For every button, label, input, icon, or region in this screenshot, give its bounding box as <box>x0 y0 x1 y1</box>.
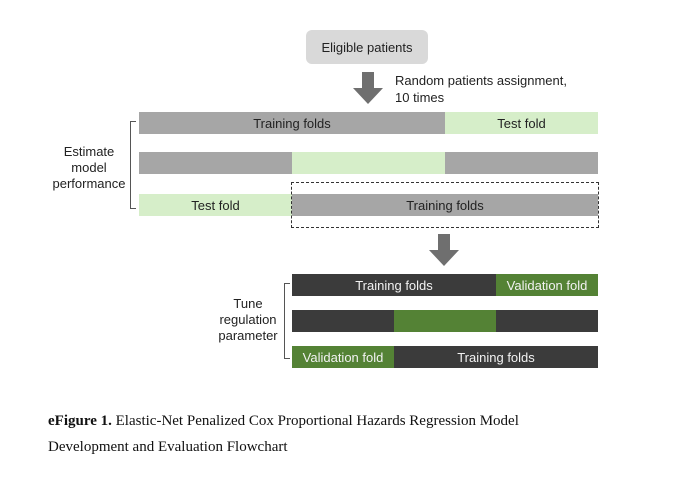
inner-row2-validation-fold <box>394 310 496 332</box>
outer-cv-label: Estimate model performance <box>44 144 134 192</box>
outer-cv-label-line2: model <box>71 160 107 175</box>
inner-cv-label: Tune regulation parameter <box>204 296 292 344</box>
training-folds-dashed-outline <box>291 182 599 228</box>
down-arrow-icon <box>353 72 383 104</box>
down-arrow-icon <box>429 234 459 266</box>
caption-line1: eFigure 1. Elastic-Net Penalized Cox Pro… <box>48 408 648 434</box>
assignment-note-line2: 10 times <box>395 90 445 105</box>
caption-text-line1: Elastic-Net Penalized Cox Proportional H… <box>115 413 519 429</box>
inner-cv-bracket <box>284 283 290 359</box>
outer-row3-training-label: Training folds <box>406 197 484 213</box>
outer-row2-training-right <box>445 152 598 174</box>
outer-row2-test-fold <box>292 152 445 174</box>
outer-row1-test-label: Test fold <box>497 115 546 131</box>
outer-row1-test-fold: Test fold <box>445 112 598 134</box>
outer-cv-bracket <box>130 121 136 209</box>
inner-row3-validation-label: Validation fold <box>302 349 384 365</box>
outer-row3-training-folds: Training folds <box>292 194 598 216</box>
inner-cv-label-line2: regulation <box>219 312 277 327</box>
inner-row1-training-folds: Training folds <box>292 274 496 296</box>
inner-row1-validation-fold: Validation fold <box>496 274 598 296</box>
outer-row2-training-left <box>139 152 292 174</box>
inner-cv-label-line1: Tune <box>233 296 263 311</box>
outer-row1-training-label: Training folds <box>253 115 331 131</box>
inner-row3-training-label: Training folds <box>457 349 535 365</box>
eligible-patients-label: Eligible patients <box>321 39 413 55</box>
outer-row3-test-label: Test fold <box>191 197 240 213</box>
figure-caption: eFigure 1. Elastic-Net Penalized Cox Pro… <box>48 408 648 460</box>
inner-row1-training-label: Training folds <box>355 277 433 293</box>
assignment-note: Random patients assignment, 10 times <box>395 72 567 106</box>
inner-row3-validation-fold: Validation fold <box>292 346 394 368</box>
eligible-patients-box: Eligible patients <box>306 30 428 64</box>
inner-cv-label-line3: parameter <box>218 328 278 343</box>
outer-row1-training-folds: Training folds <box>139 112 445 134</box>
outer-row3-test-fold: Test fold <box>139 194 292 216</box>
assignment-note-line1: Random patients assignment, <box>395 73 567 88</box>
caption-label: eFigure 1. <box>48 413 112 429</box>
outer-cv-label-line3: performance <box>52 176 126 191</box>
inner-row2-training-left <box>292 310 394 332</box>
inner-row1-validation-label: Validation fold <box>506 277 588 293</box>
inner-row2-training-right <box>496 310 598 332</box>
outer-cv-label-line1: Estimate <box>63 144 115 159</box>
inner-row3-training-folds: Training folds <box>394 346 598 368</box>
caption-text-line2: Development and Evaluation Flowchart <box>48 439 288 455</box>
